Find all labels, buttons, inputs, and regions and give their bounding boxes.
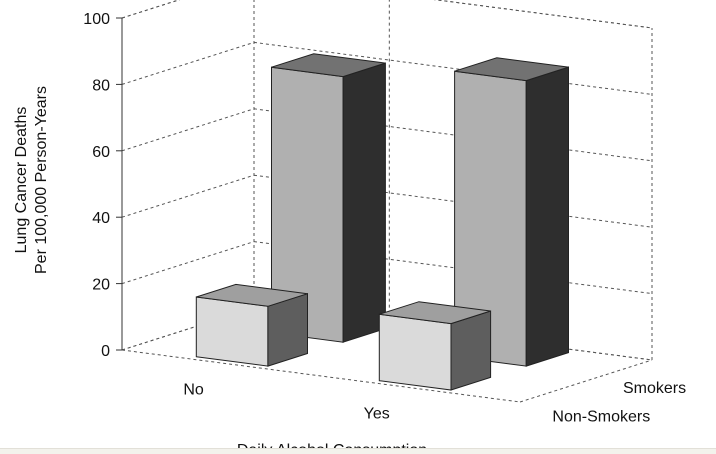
gridline-left-wall xyxy=(121,108,255,152)
bar-smokers-yes xyxy=(454,57,569,367)
bar-non-smokers-no xyxy=(195,283,308,367)
floor-front-edge xyxy=(121,349,521,403)
back-wall-top-edge xyxy=(433,0,653,29)
bar-top-face xyxy=(454,57,569,82)
category-label: Yes xyxy=(364,405,390,422)
bar-non-smokers-yes xyxy=(378,301,492,391)
y-tick-label: 60 xyxy=(92,144,110,161)
y-axis-title-line1: Lung Cancer Deaths xyxy=(13,107,30,254)
y-tick-label: 100 xyxy=(83,11,110,28)
series-label: Non-Smokers xyxy=(552,409,650,426)
gridline-left-wall xyxy=(121,241,255,285)
series-labels: Non-Smokers Smokers xyxy=(552,380,686,425)
bar-side-face xyxy=(342,62,386,343)
bar-top-face xyxy=(196,283,308,307)
gridline-back-wall xyxy=(433,0,653,29)
left-wall-top-edge xyxy=(121,0,181,19)
y-tick-label: 80 xyxy=(92,77,110,94)
x-axis-title: Daily Alcohol Consumption xyxy=(237,442,427,453)
y-axis: 0 20 40 60 80 100 xyxy=(83,11,123,360)
gridline-left-wall xyxy=(121,174,255,218)
y-tick-label: 0 xyxy=(101,343,110,360)
series-label: Smokers xyxy=(623,380,686,397)
bar-side-face xyxy=(525,66,569,367)
bar-front-face xyxy=(195,296,269,367)
bar-side-face xyxy=(450,310,492,391)
bar-top-face xyxy=(379,301,491,325)
bar-smokers-no xyxy=(271,53,386,343)
footer-strip xyxy=(0,448,716,454)
y-tick-label: 40 xyxy=(92,210,110,227)
bar-top-face xyxy=(271,53,386,78)
category-labels: No Yes xyxy=(183,381,389,422)
gridline-back-wall xyxy=(253,41,653,95)
floor-right-edge xyxy=(519,359,653,403)
bar-front-face xyxy=(378,313,452,391)
bars xyxy=(195,53,569,391)
category-label: No xyxy=(183,381,204,398)
gridline-left-wall xyxy=(121,0,181,19)
gridline-left-wall xyxy=(121,41,255,85)
y-tick-label: 20 xyxy=(92,277,110,294)
y-axis-title-line2: Per 100,000 Person-Years xyxy=(33,86,50,274)
